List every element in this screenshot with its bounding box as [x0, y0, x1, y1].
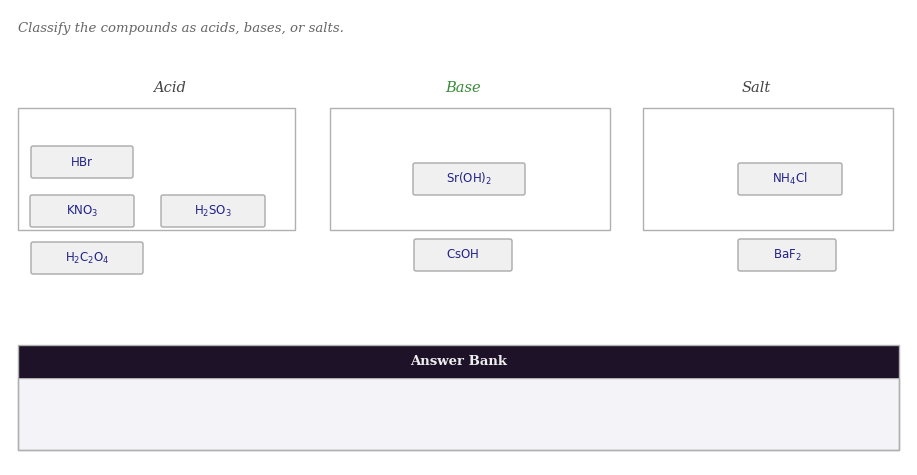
FancyBboxPatch shape — [330, 108, 610, 230]
FancyBboxPatch shape — [414, 239, 512, 271]
Text: $\mathregular{CsOH}$: $\mathregular{CsOH}$ — [447, 248, 480, 262]
FancyBboxPatch shape — [18, 378, 899, 450]
FancyBboxPatch shape — [738, 163, 842, 195]
FancyBboxPatch shape — [30, 195, 134, 227]
Text: $\mathregular{KNO_3}$: $\mathregular{KNO_3}$ — [66, 203, 98, 218]
FancyBboxPatch shape — [31, 242, 143, 274]
FancyBboxPatch shape — [31, 146, 133, 178]
Text: Answer Bank: Answer Bank — [410, 355, 507, 368]
Text: Acid: Acid — [153, 81, 186, 95]
Text: Salt: Salt — [742, 81, 771, 95]
FancyBboxPatch shape — [18, 345, 899, 378]
Text: Classify the compounds as acids, bases, or salts.: Classify the compounds as acids, bases, … — [18, 22, 344, 35]
FancyBboxPatch shape — [161, 195, 265, 227]
Text: $\mathregular{NH_4Cl}$: $\mathregular{NH_4Cl}$ — [772, 171, 808, 187]
Text: Base: Base — [446, 81, 481, 95]
Text: $\mathregular{Sr(OH)_2}$: $\mathregular{Sr(OH)_2}$ — [446, 171, 492, 187]
Text: $\mathregular{H_2SO_3}$: $\mathregular{H_2SO_3}$ — [194, 203, 232, 218]
FancyBboxPatch shape — [738, 239, 836, 271]
FancyBboxPatch shape — [643, 108, 893, 230]
Text: $\mathregular{BaF_2}$: $\mathregular{BaF_2}$ — [773, 247, 801, 263]
Text: $\mathregular{HBr}$: $\mathregular{HBr}$ — [70, 155, 94, 169]
FancyBboxPatch shape — [18, 108, 295, 230]
FancyBboxPatch shape — [413, 163, 525, 195]
Text: $\mathregular{H_2C_2O_4}$: $\mathregular{H_2C_2O_4}$ — [65, 250, 109, 266]
